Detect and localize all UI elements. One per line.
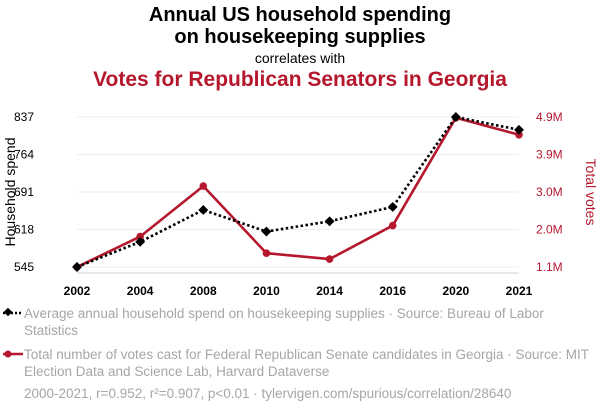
right-tick-label: 3.0M <box>536 185 563 199</box>
left-tick-label: 545 <box>14 260 34 274</box>
data-point-republican-votes <box>325 255 334 263</box>
right-tick-label: 1.1M <box>536 260 563 274</box>
left-tick-label: 764 <box>14 148 34 162</box>
left-tick-label: 837 <box>14 110 34 124</box>
x-tick-label: 2014 <box>316 284 343 298</box>
x-tick-label: 2008 <box>190 284 217 298</box>
x-tick-label: 2021 <box>506 284 533 298</box>
chart-title-line-3: Votes for Republican Senators in Georgia <box>93 68 507 91</box>
correlates-with-text: correlates with <box>254 50 346 66</box>
series-line-republican-votes <box>76 116 520 269</box>
legend-label-republican-votes: Total number of votes cast for Federal R… <box>24 347 589 379</box>
chart-title-line-1: Annual US household spending <box>148 4 452 26</box>
data-point-household-spend <box>72 262 82 272</box>
data-point-household-spend <box>514 124 524 135</box>
legend-swatch-dotted-diamond <box>3 307 23 317</box>
right-tick-label: 2.0M <box>536 223 563 237</box>
data-point-household-spend <box>387 201 398 212</box>
data-point-household-spend <box>135 236 146 247</box>
x-tick-label: 2016 <box>379 284 406 298</box>
data-point-household-spend <box>324 216 335 227</box>
right-tick-label: 4.9M <box>536 110 563 124</box>
legend-swatch-solid-circle <box>3 350 23 358</box>
legend-item-republican-votes: Total number of votes cast for Federal R… <box>2 346 598 380</box>
right-tick-label: 3.9M <box>536 148 563 162</box>
x-tick-label: 2010 <box>253 284 280 298</box>
data-point-republican-votes <box>262 249 271 257</box>
data-point-household-spend <box>450 112 461 122</box>
data-point-republican-votes <box>199 182 208 190</box>
x-tick-label: 2002 <box>64 284 91 298</box>
legend-label-household-spend: Average annual household spend on housek… <box>24 306 544 338</box>
series-line-household-spend <box>76 115 520 269</box>
data-point-household-spend <box>261 226 272 237</box>
left-tick-label: 691 <box>14 185 34 199</box>
chart-title-line-2: on housekeeping supplies <box>174 26 426 48</box>
x-tick-label: 2004 <box>127 284 154 298</box>
correlation-footer: 2000-2021, r=0.952, r²=0.907, p<0.01 · t… <box>24 386 512 401</box>
right-axis-title: Total votes <box>583 159 599 226</box>
left-axis-title: Household spend <box>2 138 18 247</box>
x-tick-label: 2020 <box>443 284 470 298</box>
data-point-republican-votes <box>136 232 144 241</box>
data-point-household-spend <box>198 205 209 215</box>
legend-item-household-spend: Average annual household spend on housek… <box>2 305 598 339</box>
left-tick-label: 618 <box>14 223 34 237</box>
data-point-republican-votes <box>388 221 397 230</box>
dual-axis-line-chart: 545 618 691 764 837 1.1M 2.0M 3.0M 3.9M 4.9M 2002 2… <box>2 110 599 298</box>
